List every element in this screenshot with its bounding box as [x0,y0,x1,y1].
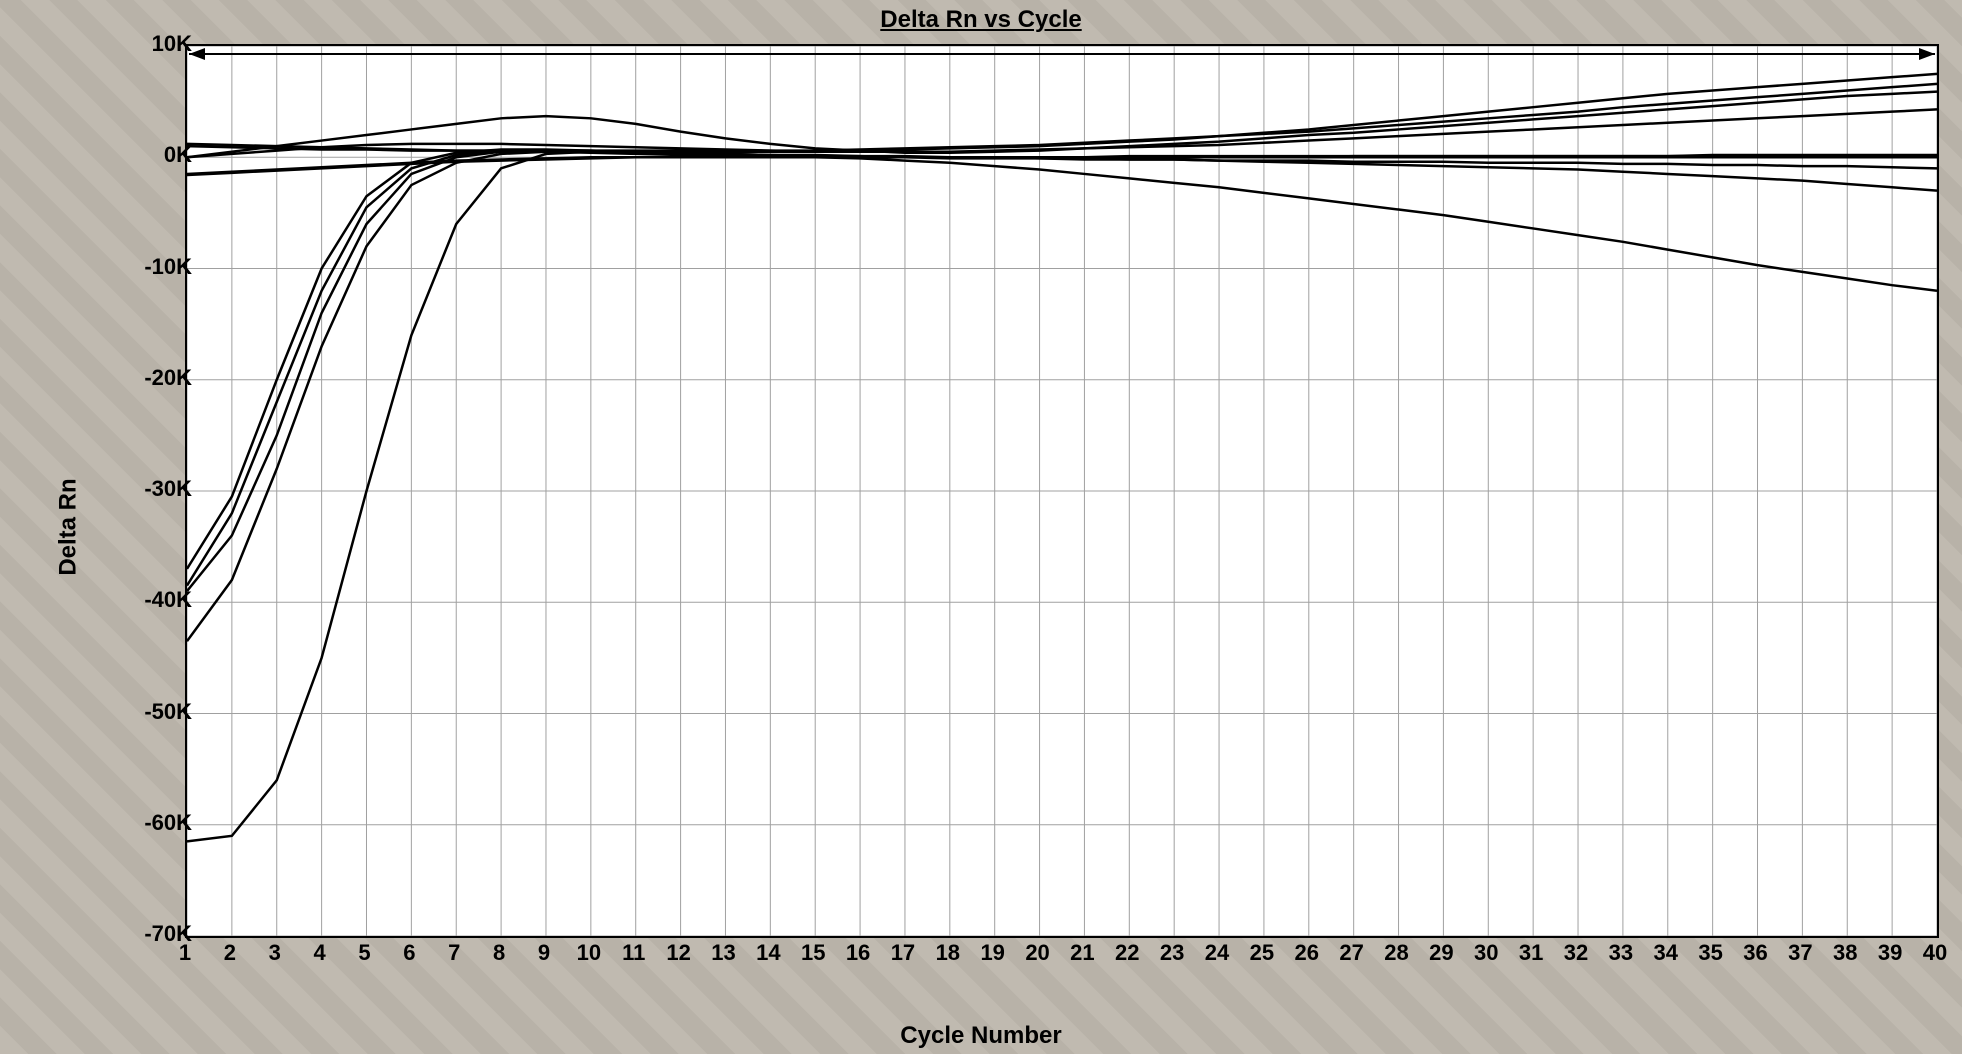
x-tick-label: 21 [1070,940,1094,966]
x-tick-label: 18 [936,940,960,966]
x-tick-label: 19 [980,940,1004,966]
x-tick-label: 38 [1833,940,1857,966]
x-tick-label: 7 [448,940,460,966]
y-tick-label: 0K [92,142,192,168]
x-axis-label: Cycle Number [0,1022,1962,1050]
chart-outer: Delta Rn vs Cycle Delta Rn Cycle Number … [0,0,1962,1054]
x-tick-label: 3 [269,940,281,966]
x-tick-label: 35 [1698,940,1722,966]
x-tick-label: 25 [1250,940,1274,966]
x-tick-label: 24 [1205,940,1229,966]
x-tick-label: 11 [622,940,645,966]
x-tick-label: 29 [1429,940,1453,966]
x-tick-label: 6 [403,940,415,966]
x-tick-label: 32 [1564,940,1588,966]
x-tick-label: 4 [313,940,325,966]
x-tick-label: 26 [1295,940,1319,966]
x-tick-label: 12 [666,940,690,966]
x-tick-label: 27 [1339,940,1363,966]
x-tick-label: 15 [801,940,825,966]
x-tick-label: 13 [711,940,735,966]
y-tick-label: -60K [92,810,192,836]
chart-title: Delta Rn vs Cycle [0,6,1962,34]
x-tick-label: 39 [1878,940,1902,966]
y-tick-label: -50K [92,699,192,725]
x-tick-label: 17 [891,940,915,966]
y-tick-label: -30K [92,476,192,502]
x-tick-label: 23 [1160,940,1184,966]
x-tick-label: 5 [358,940,370,966]
x-tick-label: 9 [538,940,550,966]
x-tick-label: 28 [1384,940,1408,966]
y-axis-label: Delta Rn [55,478,83,575]
x-tick-label: 22 [1115,940,1139,966]
x-tick-label: 1 [179,940,191,966]
x-tick-label: 10 [577,940,601,966]
x-tick-label: 2 [224,940,236,966]
y-tick-label: 10K [92,31,192,57]
header-bar-svg [187,46,1937,936]
y-tick-label: -40K [92,587,192,613]
x-tick-label: 16 [846,940,870,966]
y-tick-label: -20K [92,365,192,391]
x-tick-label: 8 [493,940,505,966]
y-tick-label: -10K [92,254,192,280]
x-tick-label: 37 [1788,940,1812,966]
x-tick-label: 33 [1609,940,1633,966]
plot-area [185,44,1939,938]
x-tick-label: 34 [1654,940,1678,966]
x-tick-label: 20 [1025,940,1049,966]
x-tick-label: 36 [1743,940,1767,966]
x-tick-label: 40 [1923,940,1947,966]
x-tick-label: 30 [1474,940,1498,966]
x-tick-label: 14 [756,940,780,966]
x-tick-label: 31 [1519,940,1543,966]
y-tick-label: -70K [92,921,192,947]
